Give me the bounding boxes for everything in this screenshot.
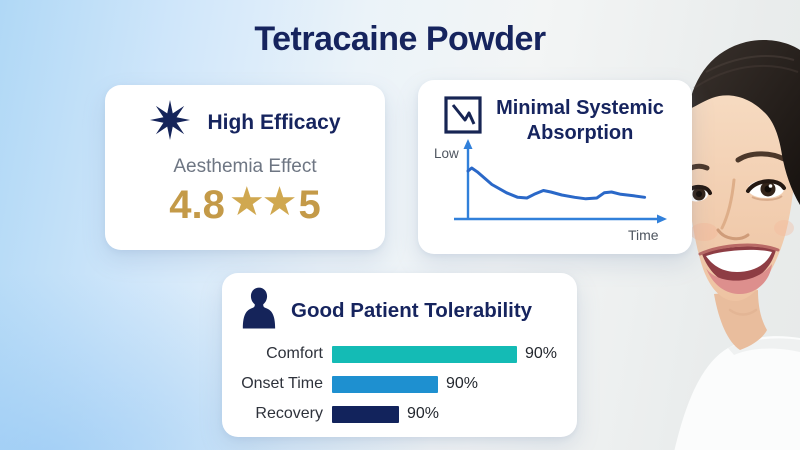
tolerability-bar-chart: Comfort 90% Onset Time 90% Recovery 90% (222, 345, 577, 423)
absorption-curve (466, 166, 647, 201)
x-axis-arrow-icon (657, 214, 667, 224)
tolerability-title: Good Patient Tolerability (291, 299, 533, 322)
absorption-title-line1: Minimal Systemic (496, 97, 664, 119)
absorption-card: Minimal Systemic Absorption Low Time (418, 80, 692, 254)
high-efficacy-card: High Efficacy Aesthemia Effect 4.8 ★★ 5 (105, 85, 385, 250)
efficacy-subtitle: Aesthemia Effect (173, 156, 317, 177)
y-axis-arrow-icon (463, 139, 473, 149)
efficacy-title: High Efficacy (207, 110, 341, 134)
person-icon (240, 286, 278, 336)
bar-label: Onset Time (241, 375, 323, 392)
absorption-line-chart: Low Time (434, 139, 667, 243)
absorption-title: Minimal Systemic Absorption (482, 96, 678, 146)
bar-row-recovery: Recovery 90% (222, 405, 577, 423)
chart-x-label: Time (628, 227, 659, 243)
rating-stars-icon: ★★ (228, 180, 298, 224)
bar-label: Comfort (266, 345, 323, 362)
rating-value: 4.8 (169, 182, 225, 227)
woman-photo (674, 39, 800, 450)
bar-fill (332, 405, 399, 423)
bar-value: 90% (525, 345, 558, 362)
rating-max: 5 (298, 182, 321, 227)
page-title: Tetracaine Powder (254, 20, 546, 58)
rating-display: 4.8 ★★ 5 (105, 182, 385, 228)
starburst-icon (149, 99, 191, 146)
absorption-title-line2: Absorption (526, 122, 634, 144)
chart-y-label: Low (434, 146, 459, 161)
tolerability-card: Good Patient Tolerability Comfort 90% On… (222, 273, 577, 437)
bar-label: Recovery (255, 405, 323, 422)
bar-row-comfort: Comfort 90% (222, 345, 577, 363)
bar-fill (332, 375, 438, 393)
bar-value: 90% (407, 405, 440, 422)
bar-row-onset-time: Onset Time 90% (222, 375, 577, 393)
bar-value: 90% (446, 375, 479, 392)
declining-line-chart-icon (444, 96, 482, 139)
bar-fill (332, 345, 517, 363)
